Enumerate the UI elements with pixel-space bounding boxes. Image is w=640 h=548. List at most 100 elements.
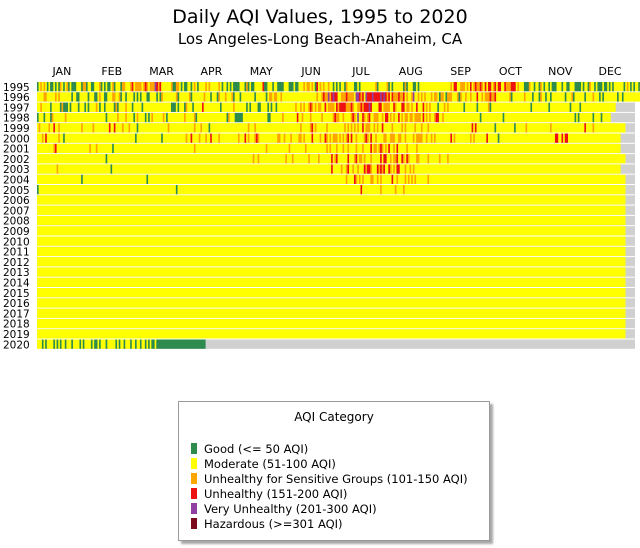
aqi-cell (267, 82, 273, 92)
aqi-cell (86, 102, 88, 112)
aqi-cell (226, 92, 232, 102)
aqi-cell (63, 82, 66, 92)
aqi-cell (563, 82, 567, 92)
legend-item-good: Good (<= 50 AQI) (191, 442, 308, 456)
year-label-2020: 2020 (3, 339, 30, 351)
aqi-cell (489, 102, 492, 112)
aqi-cell (571, 92, 574, 102)
aqi-cell (589, 82, 592, 92)
aqi-cell (151, 339, 155, 349)
aqi-cell (363, 164, 366, 174)
aqi-cell (313, 123, 316, 133)
aqi-cell (402, 92, 405, 102)
aqi-cell (331, 133, 334, 143)
month-axis: JAN FEB MAR APR MAY JUN JUL AUG SEP OCT NOV DEC (52, 65, 622, 78)
aqi-cell (43, 339, 46, 349)
aqi-cell (438, 92, 441, 102)
aqi-cell (435, 133, 451, 143)
aqi-cell (584, 123, 587, 133)
aqi-cell (347, 82, 355, 92)
aqi-cell (95, 102, 98, 112)
aqi-cell (82, 82, 87, 92)
aqi-cell (427, 133, 432, 143)
aqi-cell (188, 92, 191, 102)
aqi-cell (424, 102, 427, 112)
aqi-cell (496, 82, 499, 92)
aqi-cell (352, 133, 356, 143)
aqi-cell (486, 82, 489, 92)
aqi-cell (406, 174, 409, 184)
aqi-cell (156, 92, 159, 102)
aqi-cell (254, 133, 257, 143)
aqi-cell (352, 123, 355, 133)
legend-label-very-unhealthy: Very Unhealthy (201-300 AQI) (204, 502, 377, 516)
aqi-cell (164, 112, 167, 123)
aqi-cell (219, 92, 226, 102)
aqi-cell (533, 92, 539, 102)
aqi-cell (447, 92, 453, 102)
aqi-cell (473, 82, 476, 92)
aqi-cell (293, 154, 309, 164)
aqi-cell (94, 339, 98, 349)
aqi-cell (404, 112, 409, 123)
aqi-cell (89, 143, 92, 154)
aqi-cell (247, 133, 250, 143)
aqi-cell (234, 92, 240, 102)
aqi-cell (38, 112, 44, 123)
aqi-cell (229, 82, 232, 92)
aqi-cell (432, 92, 435, 102)
aqi-cell (277, 102, 296, 112)
legend-swatch-moderate (191, 458, 197, 469)
aqi-cell (53, 123, 56, 133)
aqi-cell (363, 112, 366, 123)
aqi-cell (502, 112, 505, 123)
aqi-cell (494, 92, 497, 102)
aqi-cell (195, 123, 201, 133)
aqi-cell (149, 112, 152, 123)
aqi-cell (107, 82, 111, 92)
aqi-cell (120, 339, 124, 349)
aqi-cell (385, 92, 387, 102)
aqi-cell (592, 92, 595, 102)
aqi-cell (301, 112, 304, 123)
aqi-cell (205, 133, 208, 143)
aqi-cell (378, 112, 383, 123)
aqi-cell (388, 82, 391, 92)
aqi-cell (440, 154, 448, 164)
aqi-cell (412, 133, 415, 143)
aqi-cell (273, 82, 278, 92)
aqi-cell (144, 82, 147, 92)
aqi-cell (166, 112, 169, 123)
aqi-cell (229, 112, 235, 123)
aqi-cell (308, 102, 311, 112)
aqi-cell (399, 92, 404, 102)
aqi-cell (368, 112, 371, 123)
aqi-cell (407, 82, 414, 92)
aqi-cell (97, 92, 100, 102)
aqi-cell (303, 82, 306, 92)
aqi-cell (300, 102, 302, 112)
year-label-2004: 2004 (3, 175, 30, 187)
aqi-cell (484, 92, 490, 102)
aqi-cell (523, 92, 526, 102)
aqi-cell (99, 82, 102, 92)
aqi-cell (404, 185, 626, 195)
aqi-cell (210, 92, 213, 102)
aqi-cell (367, 164, 371, 174)
aqi-cell (402, 154, 405, 164)
aqi-cell (365, 123, 371, 133)
aqi-cell (146, 92, 151, 102)
aqi-cell (37, 277, 626, 287)
aqi-cell (46, 82, 49, 92)
aqi-cell (244, 82, 247, 92)
aqi-cell (336, 143, 338, 154)
legend-swatch-very-unhealthy (191, 503, 197, 514)
aqi-cell (538, 82, 541, 92)
aqi-cell (456, 82, 461, 92)
aqi-cell (412, 92, 415, 102)
aqi-cell (414, 133, 417, 143)
aqi-cell (540, 82, 543, 92)
aqi-cell (391, 112, 394, 123)
aqi-cell (37, 257, 626, 267)
aqi-cell (120, 92, 123, 102)
